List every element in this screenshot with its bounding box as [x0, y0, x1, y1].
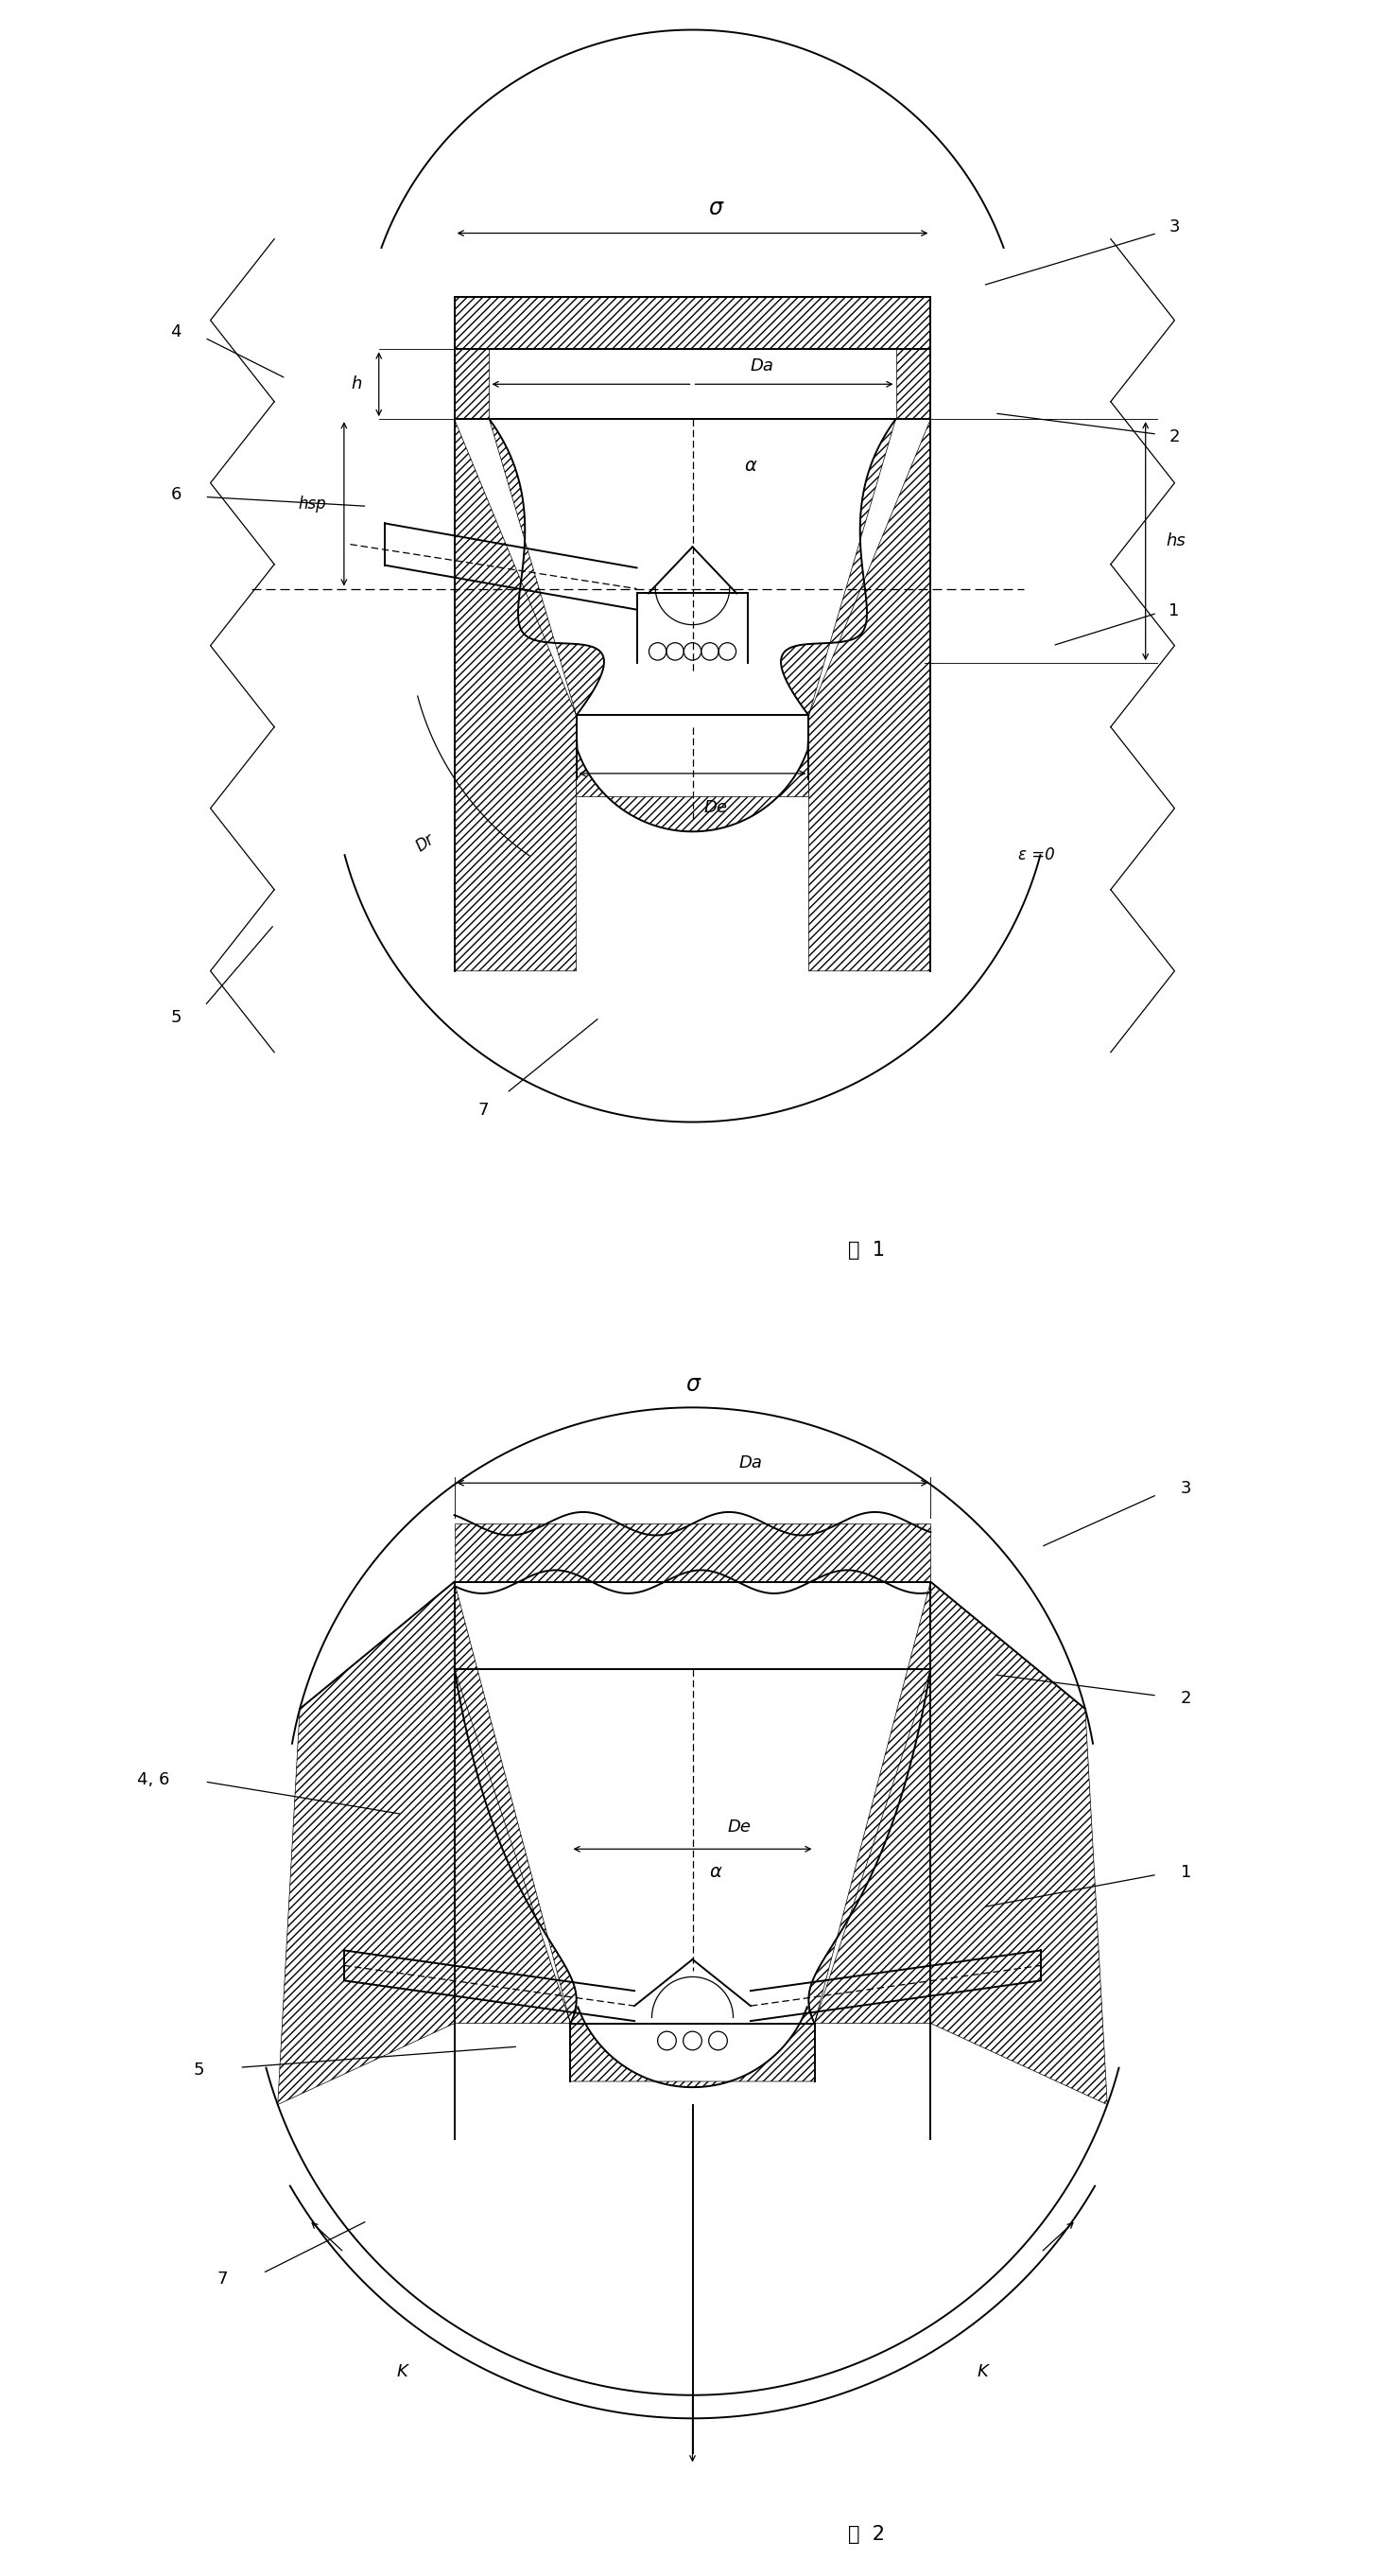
Polygon shape — [781, 350, 931, 971]
Text: 图  1: 图 1 — [848, 1242, 885, 1260]
Text: 7: 7 — [478, 1103, 489, 1118]
Polygon shape — [454, 1582, 576, 2022]
Text: hs: hs — [1166, 533, 1186, 549]
Polygon shape — [454, 296, 931, 350]
Polygon shape — [454, 1522, 931, 1582]
Text: Da: Da — [751, 358, 774, 376]
Text: σ: σ — [686, 1373, 699, 1396]
Polygon shape — [454, 350, 604, 971]
Text: 5: 5 — [194, 2061, 205, 2079]
Text: Da: Da — [738, 1455, 762, 1471]
Polygon shape — [809, 1582, 931, 2022]
Text: 1: 1 — [1169, 603, 1180, 618]
Text: 4, 6: 4, 6 — [137, 1770, 170, 1788]
Text: σ: σ — [709, 196, 723, 219]
Text: ε =0: ε =0 — [1018, 848, 1054, 863]
Text: 7: 7 — [217, 2269, 229, 2287]
Text: 3: 3 — [1180, 1481, 1191, 1497]
Polygon shape — [931, 1582, 1107, 2105]
Polygon shape — [576, 716, 809, 832]
Text: h: h — [350, 376, 361, 392]
Text: α: α — [709, 1862, 722, 1880]
Text: α: α — [745, 456, 756, 474]
Polygon shape — [896, 350, 931, 420]
Text: K: K — [978, 2362, 989, 2380]
Text: hsp: hsp — [299, 495, 327, 513]
Text: Dr: Dr — [413, 832, 438, 855]
Text: 4: 4 — [170, 325, 181, 340]
Text: 图  2: 图 2 — [848, 2524, 885, 2545]
Polygon shape — [454, 350, 489, 420]
Text: 5: 5 — [170, 1010, 181, 1025]
Text: De: De — [704, 799, 727, 817]
Polygon shape — [571, 2007, 814, 2087]
Text: De: De — [727, 1819, 751, 1834]
Text: 2: 2 — [1169, 428, 1180, 446]
Text: 3: 3 — [1169, 219, 1180, 237]
Polygon shape — [278, 1582, 454, 2105]
Text: K: K — [396, 2362, 407, 2380]
Text: 2: 2 — [1180, 1690, 1191, 1705]
Text: 1: 1 — [1180, 1865, 1191, 1880]
Text: 6: 6 — [170, 487, 181, 502]
